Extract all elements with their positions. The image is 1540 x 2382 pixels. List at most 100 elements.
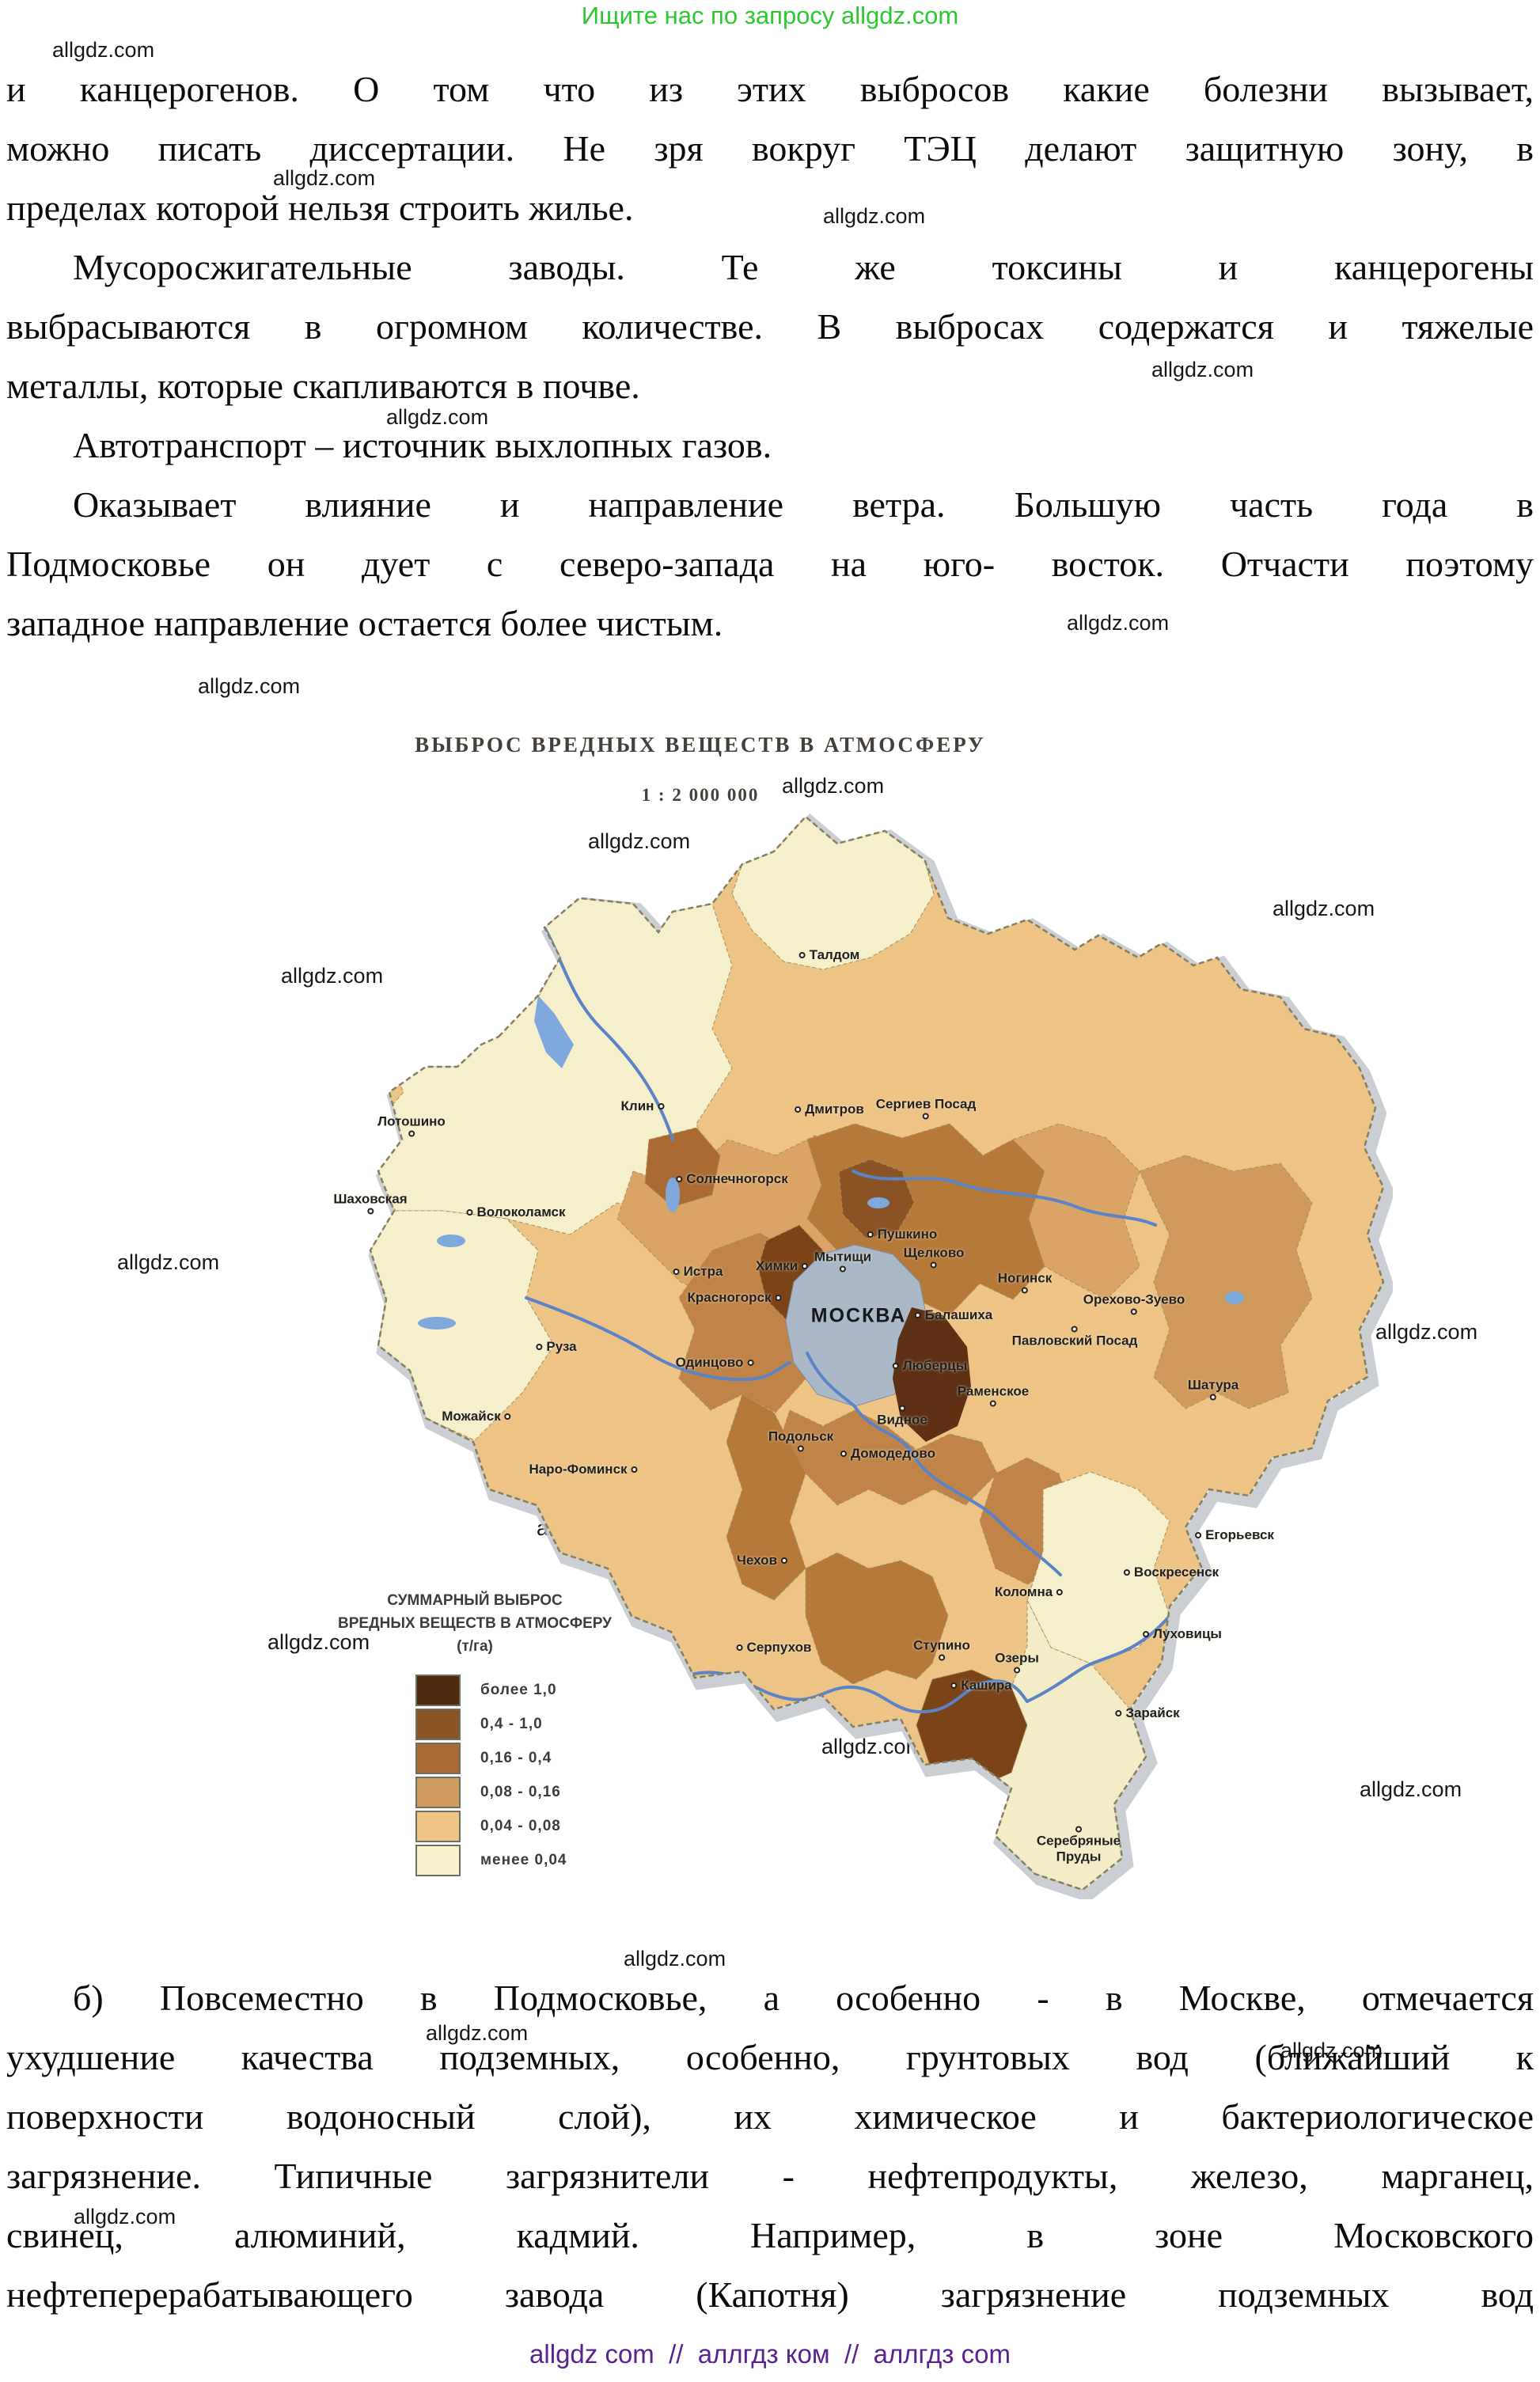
- city-name: Химки: [755, 1258, 798, 1273]
- city-dot-icon: [775, 1295, 782, 1301]
- city-dot-icon: [781, 1557, 788, 1564]
- city-dot-icon: [736, 1644, 743, 1651]
- city-name: Серебряные Пруды: [1036, 1833, 1121, 1864]
- city-dot-icon: [802, 1263, 809, 1269]
- city-dot-icon: [1143, 1631, 1150, 1637]
- watermark: allgdz.com: [1151, 358, 1254, 381]
- city-label: Коломна: [995, 1584, 1064, 1600]
- legend-label: 0,08 - 0,16: [480, 1784, 561, 1800]
- city-label: Домодедово: [840, 1446, 935, 1462]
- city-name: Шаховская: [333, 1191, 408, 1207]
- watermark: allgdz.com: [74, 2205, 176, 2228]
- city-dot-icon: [867, 1231, 874, 1238]
- text-line: можно писать диссертации. Не зря вокруг …: [6, 128, 1534, 169]
- city-dot-icon: [950, 1682, 958, 1689]
- legend-label: 0,4 - 1,0: [480, 1716, 543, 1732]
- city-label: Дмитров: [795, 1102, 864, 1117]
- city-dot-icon: [914, 1312, 921, 1318]
- city-label: Кашира: [950, 1678, 1012, 1694]
- city-dot-icon: [798, 1445, 804, 1452]
- watermark: allgdz.com: [624, 1947, 726, 1970]
- city-name: Сергиев Посад: [875, 1096, 977, 1112]
- city-name: Мытищи: [814, 1249, 872, 1265]
- city-name: Подольск: [768, 1428, 834, 1444]
- city-label: Ступино: [913, 1638, 970, 1661]
- text-line: свинец, алюминий, кадмий. Например, в зо…: [6, 2215, 1534, 2255]
- legend-label: 0,04 - 0,08: [480, 1818, 561, 1834]
- city-label: Павловский Посад: [1012, 1326, 1137, 1349]
- city-name: Наро-Фоминск: [529, 1462, 628, 1477]
- text-line: загрязнение. Типичные загрязнители - неф…: [6, 2156, 1534, 2196]
- city-name: Видное: [877, 1412, 927, 1428]
- text-line: поверхности водоносный слой), их химичес…: [6, 2096, 1534, 2137]
- legend-row: 0,16 - 0,4: [415, 1743, 567, 1774]
- watermark: allgdz.com: [426, 2021, 529, 2045]
- emissions-map: ВЫБРОС ВРЕДНЫХ ВЕЩЕСТВ В АТМОСФЕРУ 1 : 2…: [301, 696, 1393, 1899]
- text-line: выбрасываются в огромном количестве. В в…: [6, 306, 1534, 347]
- city-label: Шатура: [1188, 1378, 1238, 1401]
- city-name: Кашира: [961, 1678, 1012, 1693]
- watermark: allgdz.com: [117, 1250, 220, 1274]
- city-name: Шатура: [1187, 1377, 1239, 1393]
- legend-label: 0,16 - 0,4: [480, 1750, 552, 1766]
- legend-row: менее 0,04: [415, 1845, 567, 1876]
- moscow-label: МОСКВА: [810, 1304, 907, 1327]
- text-line: западное направление остается более чист…: [6, 603, 723, 643]
- legend-swatch: [415, 1709, 461, 1740]
- watermark: allgdz.com: [1067, 611, 1170, 635]
- legend-title-line2: ВРЕДНЫХ ВЕЩЕСТВ В АТМОСФЕРУ: [338, 1615, 612, 1632]
- legend-row: 0,08 - 0,16: [415, 1777, 567, 1808]
- city-label: Зарайск: [1115, 1705, 1180, 1721]
- city-label: Серебряные Пруды: [1023, 1826, 1134, 1865]
- promo-header: Ищите нас по запросу allgdz.com: [581, 2, 959, 29]
- city-label: Одинцово: [676, 1355, 754, 1371]
- city-dot-icon: [1056, 1589, 1064, 1595]
- city-dot-icon: [1022, 1287, 1028, 1294]
- watermark: allgdz.com: [52, 38, 155, 62]
- city-name: Люберцы: [902, 1358, 968, 1373]
- map-scale: 1 : 2 000 000: [641, 785, 760, 805]
- city-label: Орехово-Зуево: [1083, 1292, 1185, 1315]
- city-dot-icon: [1115, 1710, 1122, 1716]
- legend-title-line1: СУММАРНЫЙ ВЫБРОС: [387, 1592, 563, 1609]
- city-label: Раменское: [958, 1384, 1029, 1407]
- city-label: Солнечногорск: [676, 1171, 788, 1187]
- city-dot-icon: [1130, 1308, 1137, 1315]
- text-line: Мусоросжигательные заводы. Те же токсины…: [73, 247, 1534, 287]
- city-dot-icon: [631, 1466, 638, 1473]
- city-label: Мытищи: [814, 1250, 871, 1273]
- city-label: Озеры: [995, 1651, 1039, 1674]
- watermark: allgdz.com: [1360, 1777, 1462, 1801]
- city-dot-icon: [658, 1103, 665, 1109]
- legend-row: 0,04 - 0,08: [415, 1811, 567, 1842]
- city-label: Руза: [536, 1339, 577, 1355]
- city-dot-icon: [504, 1413, 511, 1420]
- city-dot-icon: [366, 1208, 374, 1215]
- text-line: б) Повсеместно в Подмосковье, а особенно…: [73, 1978, 1534, 2018]
- city-label: Можайск: [442, 1409, 511, 1424]
- map-title: ВЫБРОС ВРЕДНЫХ ВЕЩЕСТВ В АТМОСФЕРУ: [415, 733, 986, 757]
- city-name: Серпухов: [746, 1640, 812, 1655]
- legend-label: менее 0,04: [480, 1852, 567, 1868]
- legend-label: более 1,0: [480, 1682, 557, 1698]
- city-dot-icon: [747, 1360, 754, 1366]
- city-name: Дмитров: [805, 1102, 864, 1117]
- city-name: Воскресенск: [1133, 1565, 1219, 1580]
- city-dot-icon: [989, 1400, 996, 1407]
- text-line: Подмосковье он дует с северо-запада на ю…: [6, 544, 1534, 584]
- city-name: Озеры: [995, 1650, 1039, 1666]
- moscow-region-map-svg: [301, 815, 1393, 1899]
- city-label: Видное: [877, 1405, 927, 1428]
- city-dot-icon: [676, 1176, 683, 1182]
- text-line: нефтеперерабатывающего завода (Капотня) …: [6, 2274, 1534, 2315]
- city-dot-icon: [466, 1209, 473, 1216]
- city-dot-icon: [1075, 1826, 1082, 1833]
- city-label: Лотошино: [377, 1114, 446, 1137]
- city-dot-icon: [923, 1113, 929, 1120]
- city-dot-icon: [673, 1269, 680, 1275]
- city-label: Наро-Фоминск: [529, 1462, 638, 1477]
- city-label: Волоколамск: [466, 1204, 566, 1220]
- text-line: ухудшение качества подземных, особенно, …: [6, 2037, 1534, 2077]
- city-dot-icon: [938, 1654, 945, 1661]
